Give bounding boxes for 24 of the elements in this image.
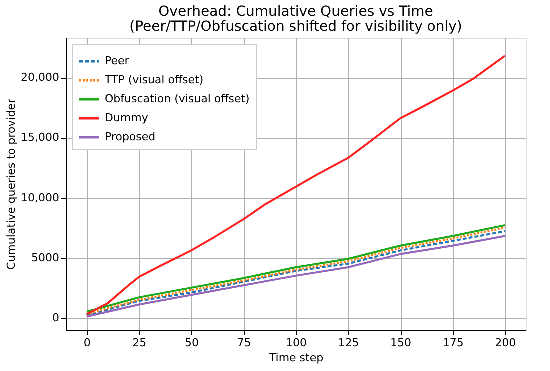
y-tick-label: 15,000 (21, 131, 60, 144)
y-tick-label: 20,000 (21, 71, 60, 84)
legend-label: Obfuscation (visual offset) (105, 92, 250, 106)
x-axis-title: Time step (268, 352, 324, 364)
legend-label: Proposed (105, 130, 156, 144)
legend-label: Dummy (105, 112, 149, 124)
x-tick-label: 75 (237, 336, 252, 350)
y-axis-title: Cumulative queries to provider (5, 98, 18, 270)
chart-subtitle: (Peer/TTP/Obfuscation shifted for visibility only) (130, 19, 462, 35)
y-tick-label: 10,000 (21, 191, 60, 204)
legend-label: Peer (105, 54, 130, 68)
chart-title: Overhead: Cumulative Queries vs Time (158, 4, 434, 20)
x-tick-label: 175 (442, 336, 464, 350)
x-tick-label: 125 (338, 336, 360, 350)
x-tick-label: 50 (184, 336, 199, 350)
x-tick-label: 0 (84, 336, 91, 350)
x-tick-label: 100 (286, 336, 307, 350)
y-tick-label: 5000 (32, 251, 60, 264)
y-tick-label: 0 (52, 311, 60, 324)
x-tick-label: 25 (132, 336, 147, 350)
legend-label: TTP (visual offset) (104, 74, 204, 86)
x-tick-label: 150 (390, 336, 412, 350)
x-tick-label: 200 (495, 336, 516, 350)
line-series (86, 55, 506, 316)
